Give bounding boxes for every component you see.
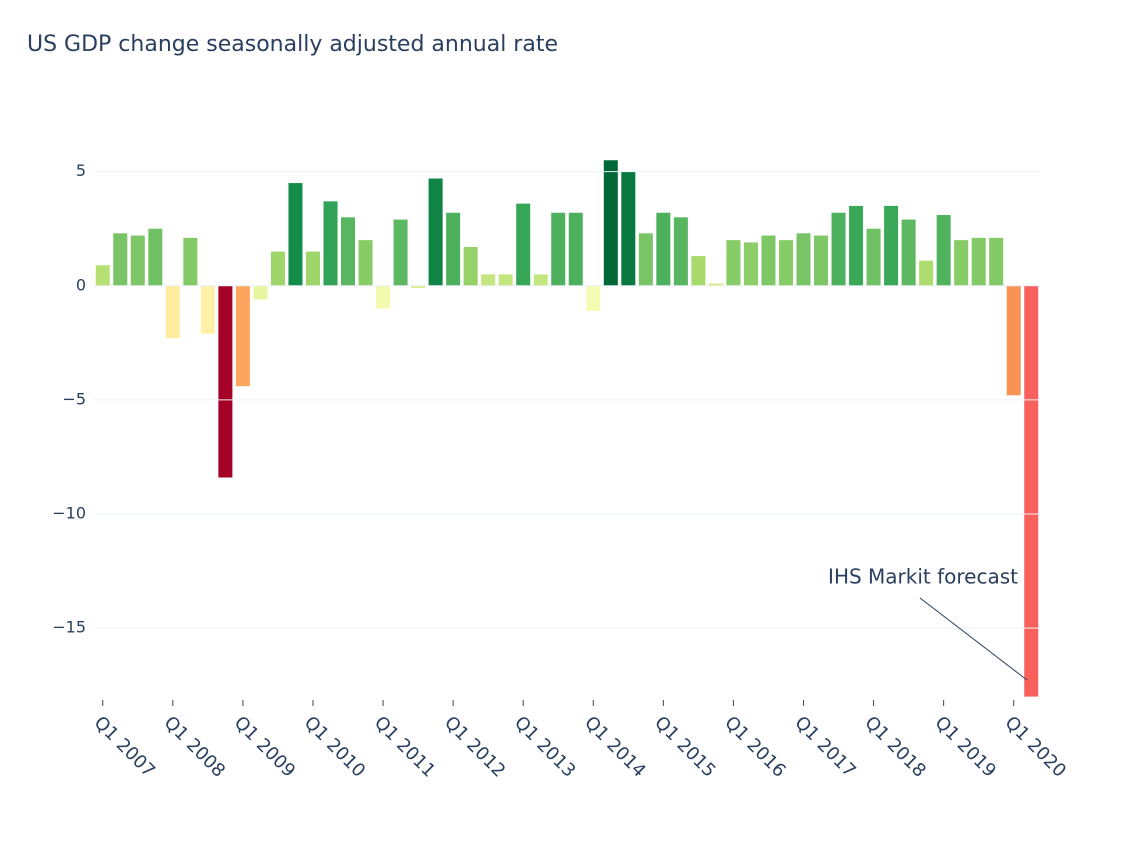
bar	[358, 240, 373, 286]
bar	[428, 178, 443, 286]
x-tick-label: Q1 2008	[160, 712, 229, 781]
x-tick-label: Q1 2012	[440, 712, 509, 781]
bar	[761, 235, 776, 286]
bar	[183, 237, 198, 286]
bar	[691, 256, 706, 286]
x-tick-label: Q1 2019	[931, 712, 1000, 781]
bar	[708, 283, 723, 286]
bar	[218, 285, 233, 478]
bar	[621, 171, 636, 286]
bar	[884, 205, 899, 286]
bar	[778, 240, 793, 286]
bar	[130, 235, 145, 286]
y-tick-label: −10	[52, 504, 86, 523]
bar	[656, 212, 671, 286]
bar	[954, 240, 969, 286]
bar	[270, 251, 285, 286]
bar	[971, 237, 986, 286]
x-tick-label: Q1 2015	[650, 712, 719, 781]
y-tick-label: −5	[62, 389, 86, 408]
bar	[586, 285, 601, 311]
bar	[901, 219, 916, 286]
bar	[516, 203, 531, 286]
bar	[446, 212, 461, 286]
bar	[411, 285, 426, 289]
bar	[936, 215, 951, 286]
bar	[323, 201, 338, 286]
bar	[603, 160, 618, 286]
bar	[165, 285, 180, 339]
bar	[253, 285, 268, 300]
bar	[866, 228, 881, 286]
bar	[95, 265, 110, 286]
x-tick-label: Q1 2017	[790, 712, 859, 781]
bar	[638, 233, 653, 286]
x-tick-label: Q1 2009	[230, 712, 299, 781]
bar	[919, 260, 934, 286]
bar	[989, 237, 1004, 286]
x-tick-label: Q1 2013	[510, 712, 579, 781]
bar	[481, 274, 496, 286]
bar	[463, 246, 478, 286]
x-tick-label: Q1 2018	[861, 712, 930, 781]
x-tick-label: Q1 2020	[1001, 712, 1070, 781]
bar	[849, 205, 864, 286]
bar	[376, 285, 391, 309]
bar	[235, 285, 250, 387]
y-tick-label: −15	[52, 618, 86, 637]
bar	[1006, 285, 1021, 396]
bar	[814, 235, 829, 286]
x-tick-label: Q1 2010	[300, 712, 369, 781]
bar	[533, 274, 548, 286]
bar	[551, 212, 566, 286]
bar	[743, 242, 758, 286]
bar	[831, 212, 846, 286]
bar	[796, 233, 811, 286]
bar	[305, 251, 320, 286]
x-tick-label: Q1 2014	[580, 712, 649, 781]
bar	[341, 217, 356, 286]
bar	[288, 183, 303, 286]
x-tick-label: Q1 2016	[720, 712, 789, 781]
y-tick-label: 5	[76, 161, 86, 180]
x-tick-label: Q1 2007	[90, 712, 159, 781]
bar	[673, 217, 688, 286]
y-tick-label: 0	[76, 275, 86, 294]
chart-title: US GDP change seasonally adjusted annual…	[27, 32, 558, 57]
bar	[113, 233, 128, 286]
bar	[1024, 285, 1039, 697]
bar	[726, 240, 741, 286]
bar	[148, 228, 163, 286]
bar	[568, 212, 583, 286]
bar	[200, 285, 215, 334]
annotation-arrow	[919, 597, 1028, 681]
annotation: IHS Markit forecast	[828, 565, 1018, 589]
x-tick-label: Q1 2011	[370, 712, 439, 781]
bar	[393, 219, 408, 286]
bar	[498, 274, 513, 286]
